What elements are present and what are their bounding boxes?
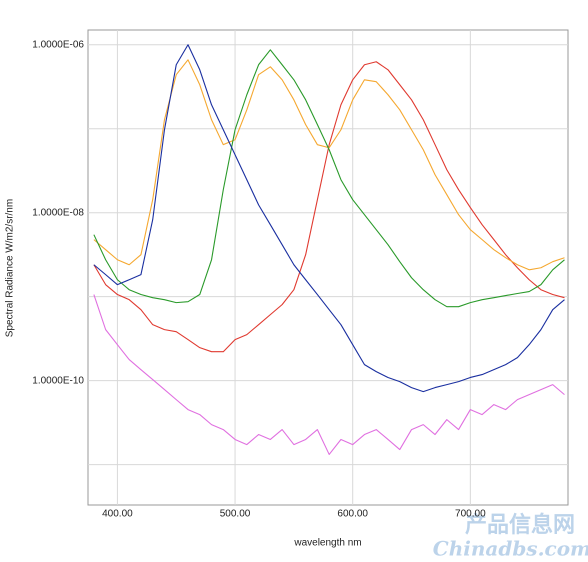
series-line xyxy=(93,49,565,308)
series-line xyxy=(93,44,565,393)
series-line xyxy=(93,59,565,271)
y-tick-label: 1.0000E-06 xyxy=(32,39,84,50)
series-line xyxy=(93,61,565,353)
x-tick-label: 700.00 xyxy=(455,509,486,520)
x-tick-label: 500.00 xyxy=(220,509,251,520)
x-axis-label: wavelength nm xyxy=(293,538,361,549)
y-tick-label: 1.0000E-08 xyxy=(32,207,84,218)
plot-frame xyxy=(87,29,569,506)
x-tick-label: 400.00 xyxy=(102,509,133,520)
y-axis-label: Spectral Radiance W/m2/sr/nm xyxy=(5,199,16,337)
watermark: 产品信息网 xyxy=(465,512,575,538)
series-line xyxy=(93,294,565,455)
y-tick-label: 1.0000E-10 xyxy=(32,375,84,386)
x-tick-label: 600.00 xyxy=(337,509,368,520)
watermark: Chinadbs.com xyxy=(433,537,588,561)
